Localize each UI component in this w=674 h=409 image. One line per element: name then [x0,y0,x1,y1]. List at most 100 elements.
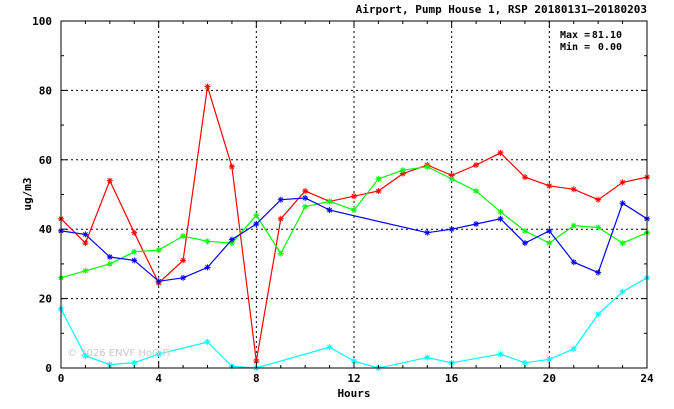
y-tick-label: 100 [32,15,52,28]
marker-stroke [278,216,284,222]
marker-stroke [595,270,601,276]
marker-stroke [375,176,381,182]
series-3 [58,194,650,285]
data-point [399,167,406,174]
data-point [619,179,626,186]
data-point [180,274,187,281]
data-point [497,208,504,215]
marker-stroke [351,358,357,364]
data-point [180,257,187,264]
marker-stroke [278,197,284,203]
marker-stroke [327,207,333,213]
marker-stroke [571,346,577,352]
marker-stroke [107,362,113,367]
marker-stroke [107,178,113,184]
data-point [375,188,382,195]
marker-stroke [302,195,308,201]
data-point [228,163,235,170]
data-point [595,311,602,318]
marker-stroke [620,289,626,295]
data-point [546,227,553,234]
marker-stroke [180,257,186,263]
data-point [131,229,138,236]
data-point [521,174,528,181]
marker-stroke [205,238,210,244]
y-tick-label: 60 [39,154,52,167]
x-tick-label: 20 [543,372,556,385]
data-point [473,220,480,227]
marker-stroke [131,257,137,263]
data-point [326,198,333,205]
data-point [448,226,455,233]
data-point [424,163,431,170]
data-point [570,259,577,266]
marker-stroke [107,254,113,260]
marker-stroke [571,186,577,192]
series-group [58,83,650,371]
min-value: 0.00 [598,42,622,53]
marker-stroke [131,360,137,366]
marker-stroke [546,228,552,234]
data-point [619,240,626,247]
data-point [521,227,528,234]
data-point [253,212,260,219]
series-line [60,197,648,282]
data-point [473,188,480,195]
marker-stroke [180,233,186,239]
x-tick-label: 8 [253,372,260,385]
marker-stroke [351,193,357,199]
y-axis-title: ug/m3 [21,177,34,210]
y-tick-label: 0 [45,362,52,375]
marker-stroke [473,221,479,227]
data-point [82,240,89,247]
marker-stroke [522,360,528,366]
data-point [253,220,260,227]
data-point [521,240,528,247]
marker-stroke [205,264,210,270]
marker-stroke [253,221,259,227]
marker-stroke [327,344,333,350]
marker-stroke [620,179,626,185]
marker-stroke [375,188,381,194]
marker-stroke [229,164,235,170]
data-point [106,260,113,267]
data-point [204,238,211,245]
marker-stroke [522,228,528,234]
max-label: Max = [560,30,590,41]
marker-stroke [278,251,284,256]
marker-stroke [620,200,626,206]
data-point [326,344,333,351]
marker-stroke [473,162,479,168]
marker-stroke [82,353,88,359]
marker-stroke [522,240,528,246]
data-point [82,267,89,274]
data-point [180,233,187,240]
data-point [497,215,504,222]
y-tick-label: 80 [39,84,52,97]
marker-stroke [595,311,601,317]
marker-stroke [205,84,210,90]
data-point [131,359,138,366]
data-point [82,231,89,238]
data-point [204,83,211,90]
marker-stroke [449,226,455,232]
data-point [326,207,333,214]
marker-stroke [302,188,308,194]
marker-stroke [595,197,601,203]
data-point [619,288,626,295]
series-line [60,277,648,369]
marker-stroke [82,231,88,237]
x-tick-labels: 0 4 8 12 16 20 24 [58,372,654,385]
data-point [595,269,602,276]
data-point [228,236,235,243]
data-point [82,352,89,359]
data-point [277,196,284,203]
data-point [570,345,577,352]
max-value: 81.10 [592,30,622,41]
data-point [424,229,431,236]
data-point [619,200,626,207]
x-axis-title: Hours [337,387,370,400]
data-point [131,248,138,255]
marker-stroke [253,212,259,218]
